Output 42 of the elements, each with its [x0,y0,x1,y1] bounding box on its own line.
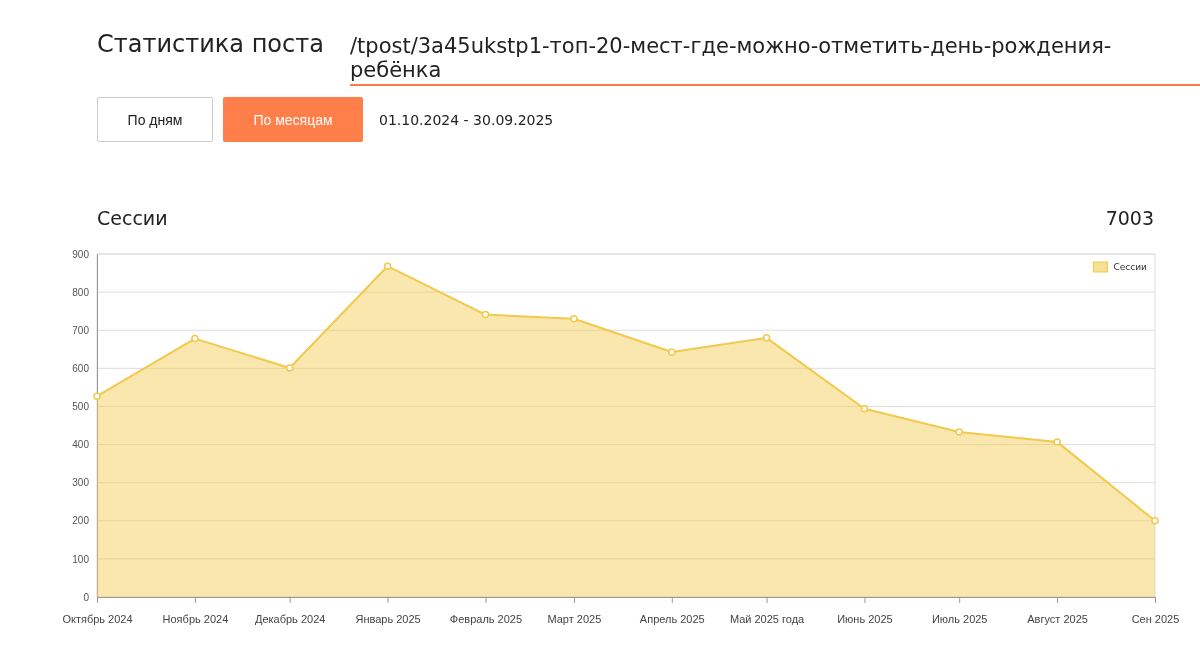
x-tick-label: Июнь 2025 [837,612,893,625]
point [1151,517,1159,525]
x-tick-label: Август 2025 [1027,612,1088,625]
point [285,364,294,372]
point [668,348,676,356]
x-tick-label: Сен 2025 [1131,612,1180,625]
y-tick-label: 500 [72,401,90,413]
text: 01.10.2024 - 30.09.2025 [379,112,554,128]
text: По месяцам [223,97,363,142]
text: 7003 [1105,207,1154,229]
point [762,334,771,342]
legend-label: Сессии [1113,262,1147,272]
point [860,405,869,413]
point [93,392,101,400]
y-tick-label: 400 [72,439,90,451]
point [191,334,199,343]
point [383,262,392,270]
x-tick-label: Январь 2025 [355,612,421,625]
point [955,428,963,436]
text: По дням [97,97,213,142]
x-tick-label: Март 2025 [547,612,602,625]
x-tick-label: Февраль 2025 [449,612,523,625]
y-tick-label: 200 [72,515,90,527]
y-tick-label: 900 [72,248,90,260]
y-tick-label: 700 [72,324,90,336]
x-tick-label: Апрель 2025 [639,612,705,625]
y-tick-label: 600 [72,363,90,375]
y-tick-label: 0 [83,591,90,603]
chart-subtitle: /tpost/3a45ukstp1-топ-20-мест-где-можно-отметить-день-рождения-ребёнка [350,34,1200,86]
x-tick-label: Май 2025 года [729,612,806,625]
y-tick-label: 800 [72,286,90,298]
x-tick-label: Октябрь 2024 [62,612,133,625]
x-tick-label: Ноябрь 2024 [162,612,229,625]
x-tick-label: Декабрь 2024 [254,612,326,625]
text: Сессии [97,207,168,229]
chart-title: Статистика поста [97,30,324,58]
y-tick-label: 100 [72,553,90,565]
point [481,310,490,319]
point [570,315,578,323]
y-tick-label: 300 [72,477,90,489]
point [1053,438,1061,446]
x-tick-label: Июль 2025 [931,612,988,625]
